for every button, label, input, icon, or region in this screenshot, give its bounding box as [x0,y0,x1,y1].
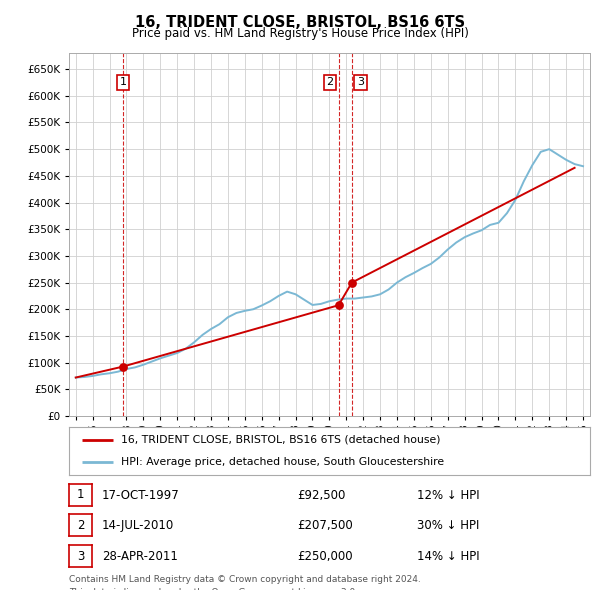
Text: 2: 2 [77,519,84,532]
Text: Price paid vs. HM Land Registry's House Price Index (HPI): Price paid vs. HM Land Registry's House … [131,27,469,40]
Text: 1: 1 [77,488,84,501]
Text: 14-JUL-2010: 14-JUL-2010 [102,519,174,532]
Text: 3: 3 [77,549,84,562]
Point [347,278,356,287]
Text: 3: 3 [357,77,364,87]
Point [334,300,343,310]
Text: £250,000: £250,000 [297,550,353,563]
Text: 1: 1 [119,77,127,87]
Text: 2: 2 [326,77,334,87]
Text: £92,500: £92,500 [297,489,346,502]
Text: 14% ↓ HPI: 14% ↓ HPI [417,550,479,563]
Point [118,362,128,371]
Text: Contains HM Land Registry data © Crown copyright and database right 2024.: Contains HM Land Registry data © Crown c… [69,575,421,584]
Text: 30% ↓ HPI: 30% ↓ HPI [417,519,479,532]
Text: 17-OCT-1997: 17-OCT-1997 [102,489,180,502]
Text: 28-APR-2011: 28-APR-2011 [102,550,178,563]
Text: £207,500: £207,500 [297,519,353,532]
Text: 16, TRIDENT CLOSE, BRISTOL, BS16 6TS: 16, TRIDENT CLOSE, BRISTOL, BS16 6TS [135,15,465,30]
Text: 12% ↓ HPI: 12% ↓ HPI [417,489,479,502]
Text: 16, TRIDENT CLOSE, BRISTOL, BS16 6TS (detached house): 16, TRIDENT CLOSE, BRISTOL, BS16 6TS (de… [121,435,440,445]
Text: HPI: Average price, detached house, South Gloucestershire: HPI: Average price, detached house, Sout… [121,457,444,467]
Text: This data is licensed under the Open Government Licence v3.0.: This data is licensed under the Open Gov… [69,588,358,590]
